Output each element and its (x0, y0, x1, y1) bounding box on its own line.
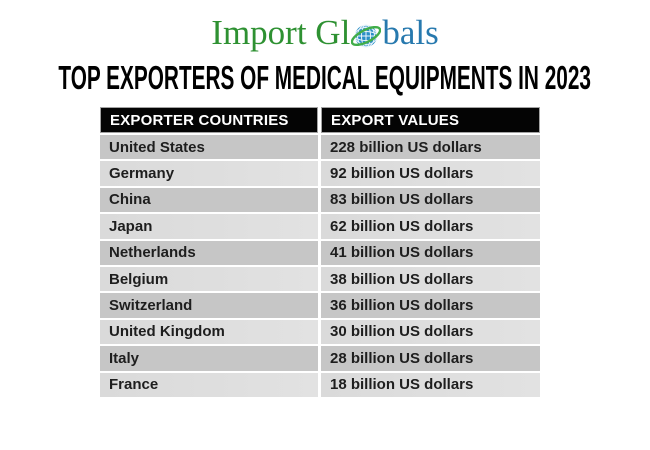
country-cell: Switzerland (100, 293, 318, 318)
value-cell: 28 billion US dollars (321, 346, 540, 371)
value-cell: 38 billion US dollars (321, 266, 540, 292)
value-cell: 62 billion US dollars (321, 214, 540, 239)
title-row: TOP EXPORTERS OF MEDICAL EQUIPMENTS IN 2… (0, 57, 650, 99)
logo: Import Gl bals (0, 10, 650, 63)
value-cell: 18 billion US dollars (321, 372, 540, 397)
country-cell: Japan (100, 214, 318, 239)
value-cell: 228 billion US dollars (321, 135, 540, 160)
logo-text-right: bals (382, 13, 439, 52)
value-cell: 83 billion US dollars (321, 187, 540, 213)
page-title: TOP EXPORTERS OF MEDICAL EQUIPMENTS IN 2… (58, 59, 592, 96)
country-cell: France (100, 372, 318, 397)
globe-icon (351, 17, 382, 63)
country-cell: China (100, 187, 318, 213)
value-cell: 41 billion US dollars (321, 240, 540, 265)
column-header-countries: EXPORTER COUNTRIES (100, 107, 318, 133)
value-cell: 30 billion US dollars (321, 319, 540, 345)
country-cell: United Kingdom (100, 319, 318, 345)
country-cell: United States (100, 135, 318, 160)
country-cell: Germany (100, 161, 318, 186)
value-cell: 92 billion US dollars (321, 161, 540, 186)
country-cell: Belgium (100, 266, 318, 292)
exporters-table: EXPORTER COUNTRIES EXPORT VALUES United … (100, 107, 540, 397)
value-cell: 36 billion US dollars (321, 293, 540, 318)
column-header-values: EXPORT VALUES (321, 107, 540, 133)
country-cell: Netherlands (100, 240, 318, 265)
country-cell: Italy (100, 346, 318, 371)
logo-text-left: Import Gl (211, 13, 351, 52)
